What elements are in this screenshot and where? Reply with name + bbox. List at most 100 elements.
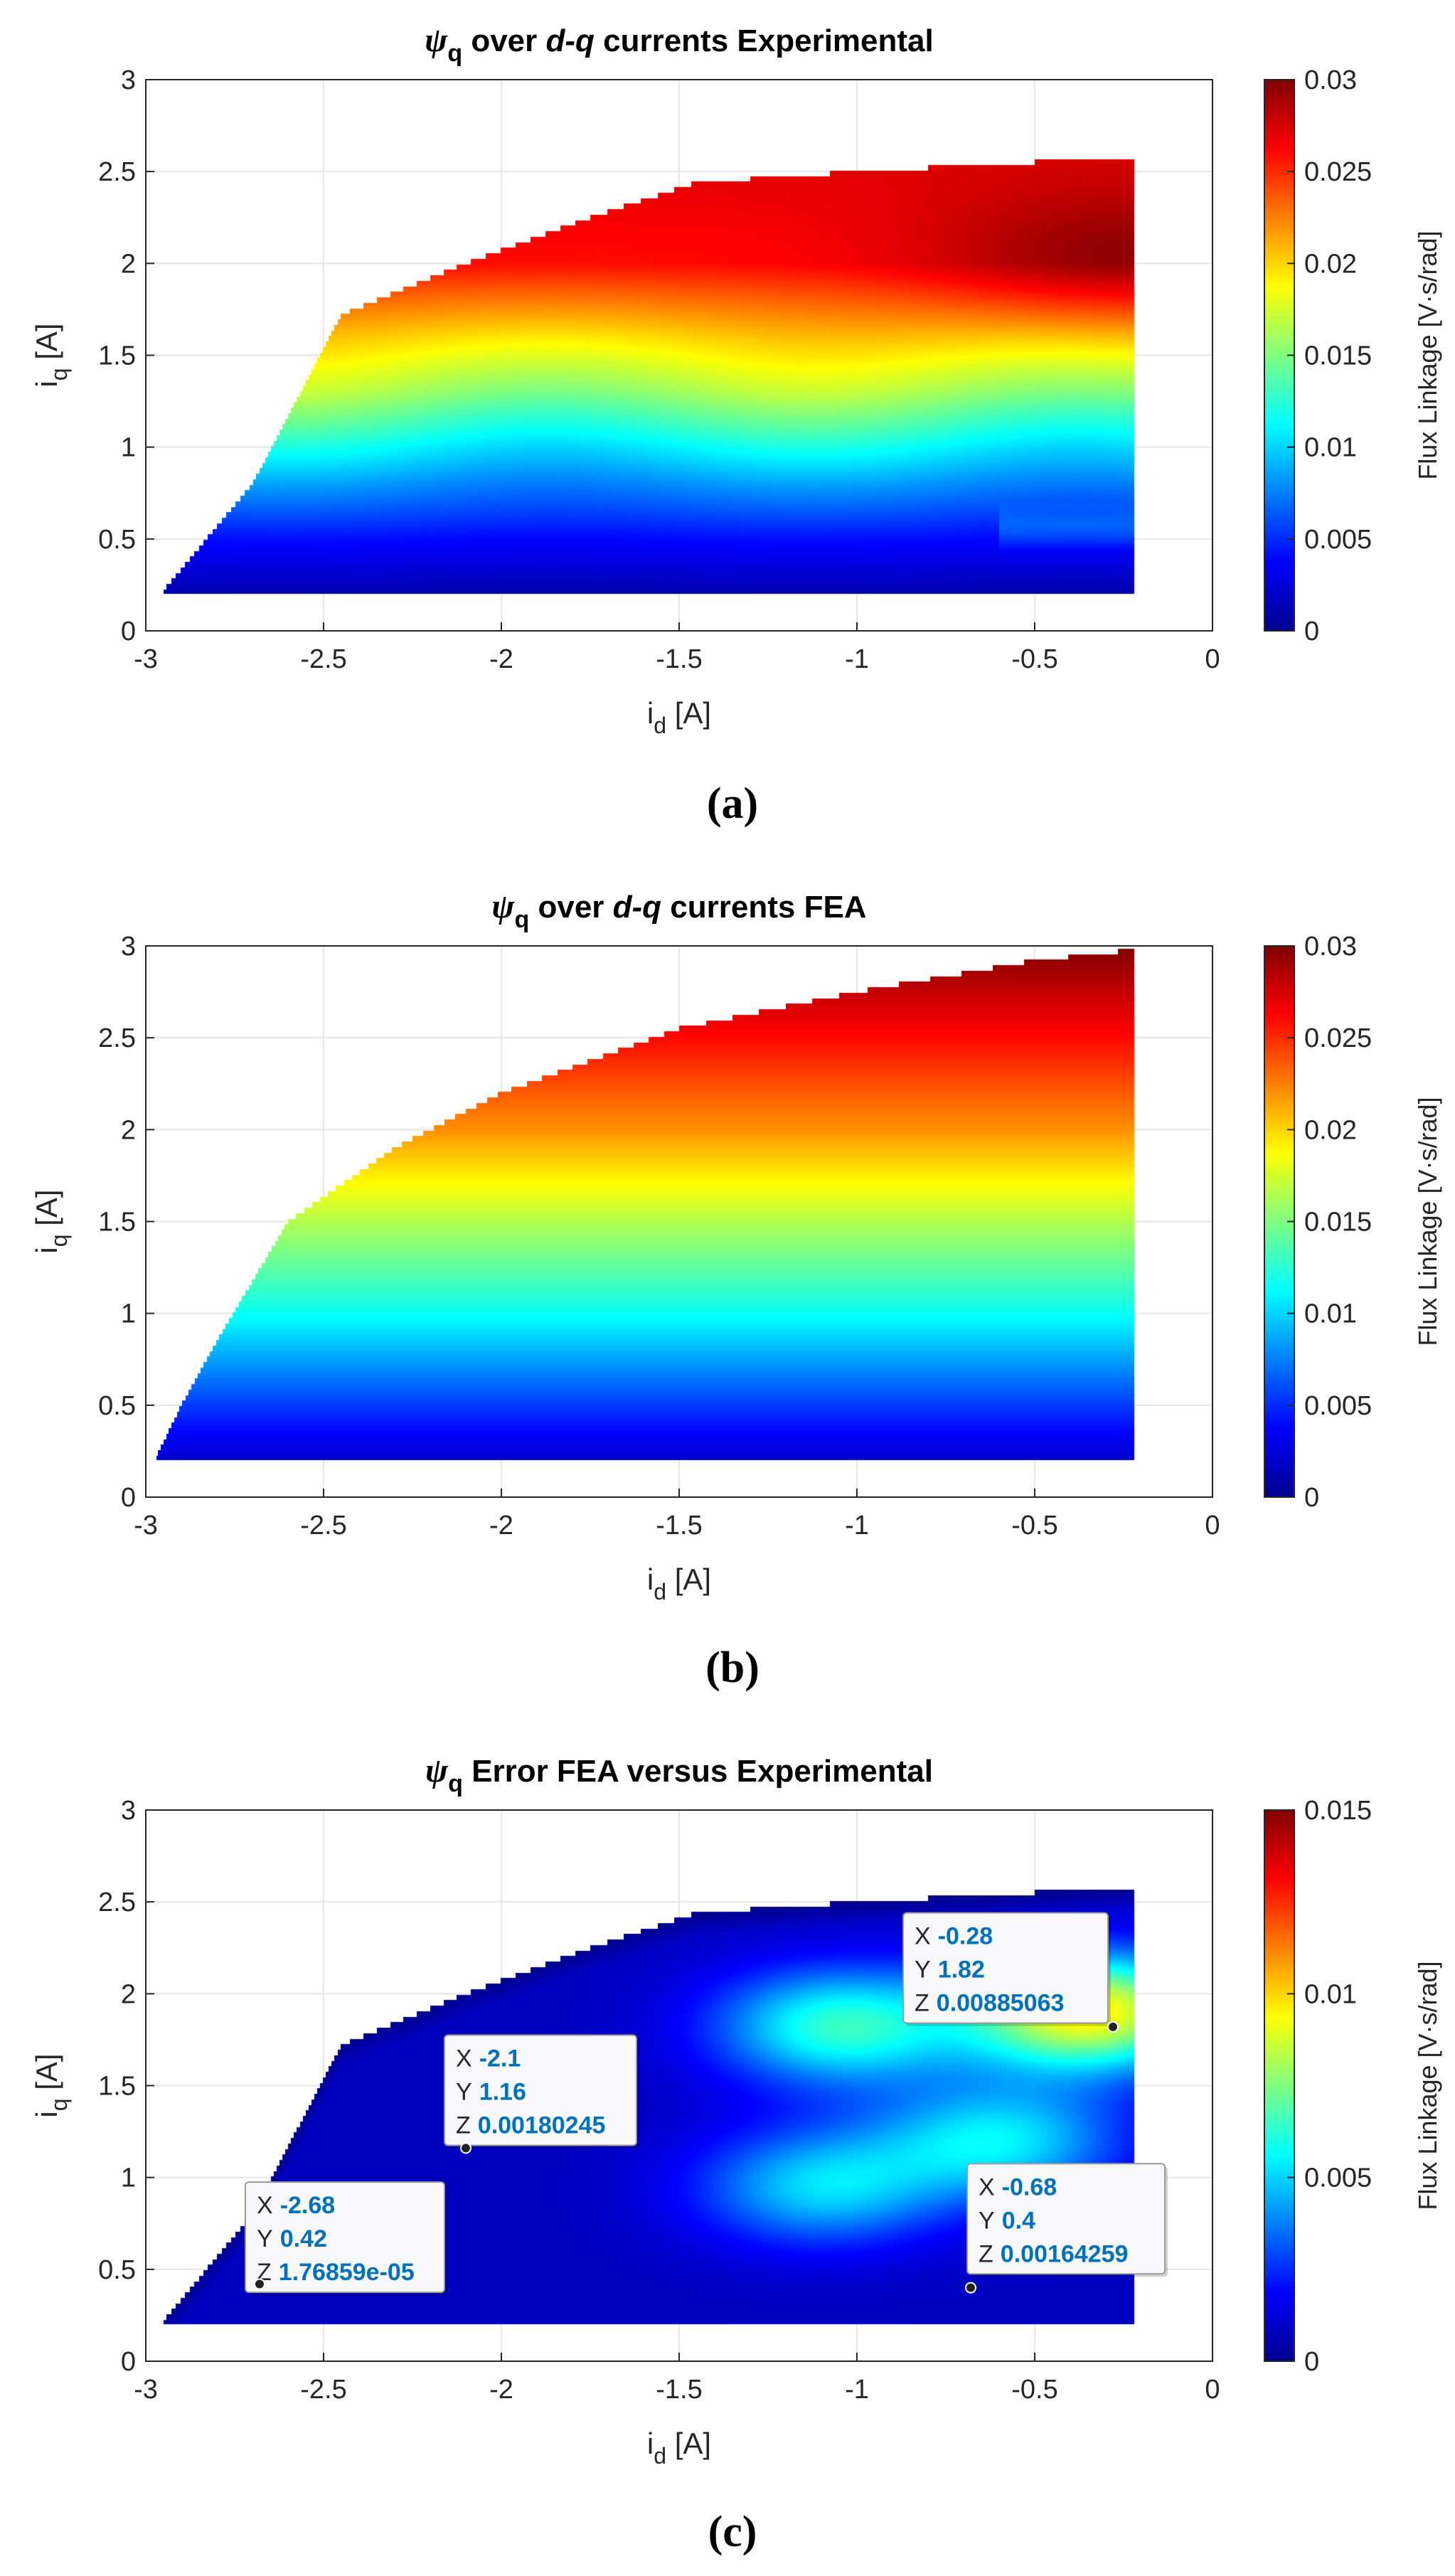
datatip-row: X -0.28 (915, 1923, 993, 1950)
datatip-box (902, 1912, 1109, 2024)
datatip[interactable]: X -2.68 Y 0.42 Z 1.76859e-05 (245, 2181, 447, 2296)
title-dq: d-q (613, 890, 662, 925)
datatip-value: 1.76859e-05 (279, 2259, 415, 2286)
x-tick-label: -0.5 (1011, 1511, 1057, 1540)
datatip-value: 0.42 (280, 2225, 327, 2252)
x-tick-label: -3 (134, 644, 158, 674)
datatip-axis-label: Z (915, 1990, 929, 2017)
y-tick-label: 3 (121, 932, 136, 962)
colorbar-tick-label: 0.02 (1304, 1115, 1357, 1145)
x-axis-label: id [A] (647, 2427, 711, 2469)
datatip-row: Y 1.16 (456, 2078, 526, 2105)
colorbar-tick-label: 0.005 (1304, 525, 1372, 555)
colorbar (1264, 1809, 1295, 2362)
datatip-value: 0.00885063 (937, 1990, 1065, 2017)
title-rest: Error FEA versus Experimental (471, 1754, 933, 1789)
datatip-axis-label: Z (979, 2240, 993, 2267)
x-tick-label: -0.5 (1011, 2375, 1057, 2405)
colorbar-tick-label: 0.01 (1304, 1979, 1357, 2009)
y-axis-label-main: i (30, 2111, 63, 2117)
x-tick-label: -2.5 (300, 644, 346, 674)
datatip-box (966, 2163, 1166, 2275)
y-axis-label-sub: q (46, 2098, 72, 2111)
title-over: over (529, 890, 612, 925)
x-axis-label-unit: [A] (666, 696, 711, 730)
colorbar-tick-label: 0.005 (1304, 1391, 1372, 1421)
title-psi: ψ (425, 21, 448, 59)
title-subscript: q (448, 1770, 463, 1797)
title-rest: currents FEA (661, 890, 867, 925)
datatip-marker[interactable] (965, 2282, 976, 2294)
datatip-row: X -2.1 (456, 2045, 521, 2072)
datatip-marker[interactable] (460, 2142, 471, 2154)
x-tick-label: -2.5 (300, 2375, 346, 2405)
datatip-row: X -2.68 (257, 2192, 335, 2219)
datatip-value: 0.00164259 (1001, 2240, 1129, 2267)
datatip-value: -0.68 (1002, 2173, 1057, 2200)
datatip-axis-label: Y (257, 2225, 273, 2252)
datatip-row: Y 0.42 (257, 2225, 327, 2252)
title-subscript: q (514, 906, 529, 933)
x-axis-label-unit: [A] (666, 1563, 711, 1596)
datatip-axis-label: Y (915, 1957, 931, 1984)
colorbar-tick-label: 0.03 (1304, 932, 1357, 962)
y-tick-label: 2.5 (98, 1023, 136, 1053)
datatip-axis-label: Y (456, 2078, 472, 2105)
x-tick-label: 0 (1205, 644, 1220, 674)
y-tick-label: 0.5 (98, 525, 136, 555)
y-axis-label: iq [A] (30, 323, 72, 387)
datatip-row: Z 0.00180245 (456, 2112, 605, 2139)
x-tick-label: -1.5 (656, 1511, 702, 1540)
y-tick-label: 0 (121, 1483, 136, 1513)
title-over (463, 1754, 471, 1789)
colorbar-tick-label: 0.025 (1304, 1023, 1372, 1053)
datatip[interactable]: X -0.28 Y 1.82 Z 0.00885063 (902, 1912, 1119, 2033)
colorbar-tick-label: 0 (1304, 2347, 1319, 2377)
y-tick-label: 2 (121, 249, 136, 279)
colorbar-tick-label: 0 (1304, 617, 1319, 646)
datatip[interactable]: X -0.68 Y 0.4 Z 0.00164259 (965, 2163, 1168, 2294)
x-tick-label: -1.5 (656, 644, 702, 674)
y-tick-label: 1 (121, 433, 136, 463)
x-axis-label-main: i (647, 2427, 654, 2460)
datatip[interactable]: X -2.1 Y 1.16 Z 0.00180245 (444, 2034, 639, 2154)
title-subscript: q (447, 40, 462, 67)
x-axis-label-sub: d (654, 2443, 666, 2469)
x-tick-label: -1.5 (656, 2375, 702, 2405)
y-axis-label-sub: q (46, 368, 72, 380)
title-psi: ψ (425, 1752, 449, 1789)
x-tick-label: -2 (489, 1511, 513, 1540)
y-tick-label: 0.5 (98, 1391, 136, 1421)
y-axis-label: iq [A] (30, 1189, 72, 1253)
figure-caption: (c) (708, 2508, 757, 2556)
datatip-marker[interactable] (254, 2278, 265, 2290)
datatip-value: -2.68 (280, 2192, 336, 2219)
y-tick-label: 1.5 (98, 1208, 136, 1238)
datatip-axis-label: X (915, 1923, 931, 1950)
datatip-marker[interactable] (1107, 2021, 1119, 2033)
datatip-axis-label: X (456, 2045, 472, 2072)
y-tick-label: 3 (121, 65, 136, 95)
title-psi: ψ (491, 888, 515, 925)
y-tick-label: 0 (121, 617, 136, 646)
x-tick-label: 0 (1205, 2375, 1220, 2405)
chart-title: ψq over d-q currents Experimental (425, 21, 934, 67)
y-tick-label: 3 (121, 1796, 136, 1826)
datatip-axis-label: X (979, 2173, 995, 2200)
x-tick-label: -2 (489, 644, 513, 674)
heatmap-surface (146, 946, 1212, 1497)
y-tick-label: 1.5 (98, 341, 136, 371)
datatip-value: 1.16 (479, 2078, 526, 2105)
datatip-row: Z 0.00164259 (979, 2240, 1128, 2267)
datatip-value: -0.28 (938, 1923, 993, 1950)
colorbar-label: Flux Linkage [V·s/rad] (1413, 230, 1442, 479)
colorbar-label: Flux Linkage [V·s/rad] (1413, 1097, 1442, 1346)
datatip-value: 1.82 (938, 1957, 985, 1984)
datatip-box (444, 2034, 637, 2146)
y-axis-label-unit: [A] (30, 2053, 63, 2098)
x-axis-label-main: i (647, 1563, 654, 1596)
x-tick-label: -1 (845, 644, 869, 674)
